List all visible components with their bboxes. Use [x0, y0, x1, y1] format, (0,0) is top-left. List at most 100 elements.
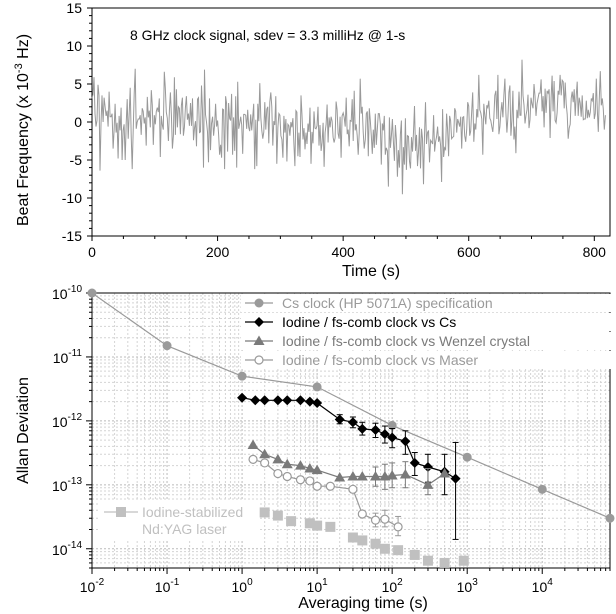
top-x-axis-label: Time (s): [342, 263, 400, 280]
legend-bg: [241, 294, 611, 312]
series-0-point: [387, 420, 397, 430]
bottom-y-tick-label: 10-13: [52, 476, 82, 494]
top-x-tick-label: 400: [331, 244, 355, 260]
series-3-point: [380, 514, 390, 524]
series-4-point: [286, 516, 297, 527]
legend-label-2: Iodine / fs-comb clock vs Wenzel crystal: [282, 333, 530, 349]
top-y-tick-label: 10: [66, 38, 82, 54]
bottom-x-tick-label: 10-1: [155, 577, 180, 595]
series-3: [248, 454, 403, 537]
allan-series: [87, 288, 615, 568]
series-1-point: [357, 423, 368, 434]
series-0-point: [312, 382, 322, 392]
series-3-point: [312, 481, 322, 491]
series-1-point: [347, 417, 358, 428]
series-1-point: [409, 457, 420, 468]
series-3-point: [282, 471, 292, 482]
series-0-point: [462, 452, 472, 462]
bottom-axis-ticks: 10-2 10-1 100 101 102 103 104 10-10 10-11 10-12 10…: [52, 284, 611, 595]
series-0-point: [237, 371, 247, 381]
series-1-point: [370, 424, 381, 435]
series-1-point: [272, 395, 283, 406]
series-2-line: [252, 444, 445, 486]
top-x-tick-label: 800: [583, 244, 607, 260]
bottom-x-tick-label: 102: [382, 577, 404, 595]
top-y-tick-label: 15: [66, 0, 82, 16]
series-3-point: [357, 509, 367, 519]
legend-label-1: Iodine / fs-comb clock vs Cs: [282, 314, 456, 330]
series-2-point: [399, 468, 411, 479]
legend-bg: [241, 351, 611, 369]
legend-bg: [241, 313, 611, 331]
series-1-point: [259, 395, 270, 406]
series-1-point: [422, 461, 433, 472]
series-0: [87, 288, 615, 523]
top-y-axis-label-tail: Hz): [15, 34, 32, 63]
series-2-point: [386, 469, 398, 480]
series-0-point: [537, 484, 547, 494]
series-2-point: [356, 470, 368, 481]
top-y-axis-label: Beat Frequency (x 10-3 Hz): [13, 34, 32, 226]
series-0-point: [605, 513, 615, 523]
legend-marker-0: [254, 298, 264, 308]
series-3-point: [260, 458, 270, 468]
bottom-y-axis-label: Allan Deviation: [15, 377, 32, 484]
top-x-tick-label: 200: [206, 244, 230, 260]
top-y-tick-label: 5: [74, 76, 82, 92]
top-annotation: 8 GHz clock signal, sdev = 3.3 milliHz @…: [130, 27, 405, 43]
series-2-point: [311, 464, 323, 475]
series-4-point: [272, 510, 283, 521]
series-0-point: [162, 341, 172, 351]
bottom-x-axis-label: Averaging time (s): [298, 595, 428, 612]
series-1-point: [237, 392, 248, 403]
series-1-point: [334, 414, 345, 425]
series-1-point: [304, 396, 315, 407]
series-4-point: [325, 521, 336, 532]
series-4-point: [304, 518, 315, 529]
beat-frequency-series-line: [91, 59, 606, 195]
series-0-line: [91, 292, 611, 519]
series-4-point: [370, 538, 381, 549]
top-x-tick-label: 600: [457, 244, 481, 260]
legend-label-0: Cs clock (HP 5071A) specification: [282, 295, 493, 311]
series-4-point: [422, 555, 433, 566]
series-2-point: [259, 448, 271, 459]
bottom-x-tick-label: 10-2: [80, 577, 105, 595]
series-4-point: [347, 532, 358, 543]
series-1-point: [282, 395, 293, 406]
series-2-point: [294, 460, 306, 470]
bottom-y-tick-label: 10-12: [52, 412, 82, 430]
series-1-point: [450, 473, 461, 484]
series-3-point: [348, 484, 358, 494]
series-1-point: [250, 395, 261, 406]
top-y-tick-label: 0: [74, 114, 82, 130]
series-4-point: [393, 545, 404, 556]
top-y-axis-label-main: Beat Frequency (x 10: [15, 73, 32, 226]
series-2-point: [439, 468, 451, 478]
series-2-point: [281, 458, 293, 469]
legend-marker-4: [116, 507, 126, 517]
top-y-tick-label: -15: [62, 228, 82, 244]
series-4-point: [357, 535, 368, 546]
series-1-point: [400, 436, 411, 447]
series-1-point: [312, 398, 323, 409]
top-y-axis-label-exp: -3: [13, 63, 25, 73]
series-3-point: [393, 522, 403, 532]
top-axis-ticks: 15 10 5 0 -5 -10 -15 0 200 400 600 800: [62, 0, 606, 260]
series-4-point: [312, 520, 323, 531]
series-4-point: [379, 543, 390, 554]
series-1-point: [387, 432, 398, 443]
top-y-tick-label: -5: [70, 152, 83, 168]
series-3-point: [273, 468, 283, 479]
series-4-point: [458, 555, 469, 566]
legend-bg: [241, 332, 611, 350]
legend-label-4-line2: Nd:YAG laser: [142, 521, 227, 537]
series-2: [247, 439, 451, 496]
yag-label-bg: [100, 501, 258, 539]
top-x-tick-label: 0: [88, 244, 96, 260]
legend: Cs clock (HP 5071A) specification Iodine …: [100, 294, 611, 539]
bottom-x-tick-label: 103: [457, 577, 479, 595]
legend-marker-3: [254, 355, 264, 365]
series-2-point: [247, 439, 259, 449]
